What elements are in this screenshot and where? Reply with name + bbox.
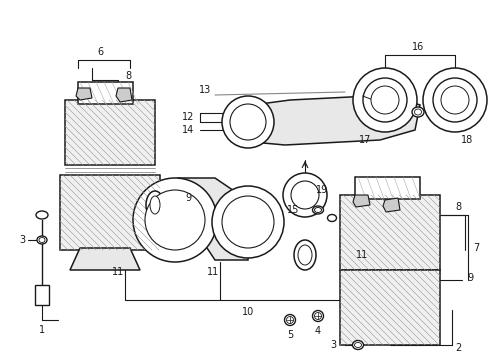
- Circle shape: [229, 104, 265, 140]
- Text: 16: 16: [411, 42, 423, 52]
- Ellipse shape: [286, 316, 293, 324]
- FancyBboxPatch shape: [339, 195, 439, 270]
- Ellipse shape: [146, 191, 163, 219]
- Text: 17: 17: [358, 135, 370, 145]
- Ellipse shape: [39, 238, 45, 243]
- Text: 3: 3: [329, 340, 335, 350]
- Text: 8: 8: [454, 202, 460, 212]
- Text: 11: 11: [112, 267, 124, 277]
- Text: 14: 14: [182, 125, 194, 135]
- Text: 15: 15: [286, 205, 299, 215]
- Ellipse shape: [411, 107, 423, 117]
- Circle shape: [432, 78, 476, 122]
- Text: 10: 10: [242, 307, 254, 317]
- Text: 5: 5: [286, 330, 292, 340]
- Ellipse shape: [293, 240, 315, 270]
- Ellipse shape: [414, 109, 421, 115]
- Text: 2: 2: [454, 343, 460, 353]
- Text: 18: 18: [460, 135, 472, 145]
- Ellipse shape: [37, 236, 47, 244]
- Ellipse shape: [314, 207, 321, 212]
- Text: 12: 12: [182, 112, 194, 122]
- Circle shape: [145, 190, 204, 250]
- Circle shape: [222, 96, 273, 148]
- Polygon shape: [229, 95, 419, 145]
- Text: 6: 6: [97, 47, 103, 57]
- FancyBboxPatch shape: [35, 285, 49, 305]
- Circle shape: [422, 68, 486, 132]
- FancyBboxPatch shape: [65, 100, 155, 165]
- Ellipse shape: [327, 215, 336, 221]
- Ellipse shape: [36, 211, 48, 219]
- Polygon shape: [352, 195, 369, 207]
- Ellipse shape: [312, 206, 323, 214]
- Ellipse shape: [150, 196, 160, 214]
- Text: 1: 1: [39, 325, 45, 335]
- Ellipse shape: [352, 341, 363, 350]
- Text: 7: 7: [472, 243, 478, 253]
- Ellipse shape: [284, 315, 295, 325]
- Text: 11: 11: [355, 250, 367, 260]
- Circle shape: [133, 178, 217, 262]
- Ellipse shape: [354, 342, 361, 347]
- Circle shape: [283, 173, 326, 217]
- Polygon shape: [116, 88, 132, 102]
- Ellipse shape: [312, 310, 323, 321]
- FancyBboxPatch shape: [78, 82, 133, 104]
- Ellipse shape: [314, 312, 321, 320]
- Circle shape: [352, 68, 416, 132]
- Text: 11: 11: [206, 267, 219, 277]
- Text: 4: 4: [314, 326, 321, 336]
- Circle shape: [440, 86, 468, 114]
- Text: 9: 9: [466, 273, 472, 283]
- Ellipse shape: [297, 245, 311, 265]
- Polygon shape: [70, 248, 140, 270]
- Circle shape: [290, 181, 318, 209]
- Circle shape: [222, 196, 273, 248]
- Text: 9: 9: [184, 193, 191, 203]
- Text: 3: 3: [19, 235, 25, 245]
- Polygon shape: [76, 88, 92, 100]
- FancyBboxPatch shape: [354, 177, 419, 199]
- Circle shape: [362, 78, 406, 122]
- Polygon shape: [178, 178, 247, 260]
- Text: 19: 19: [315, 185, 327, 195]
- Text: 13: 13: [199, 85, 211, 95]
- Text: 8: 8: [124, 71, 131, 81]
- FancyBboxPatch shape: [60, 175, 160, 250]
- Polygon shape: [382, 198, 399, 212]
- Circle shape: [212, 186, 284, 258]
- FancyBboxPatch shape: [339, 270, 439, 345]
- Circle shape: [370, 86, 398, 114]
